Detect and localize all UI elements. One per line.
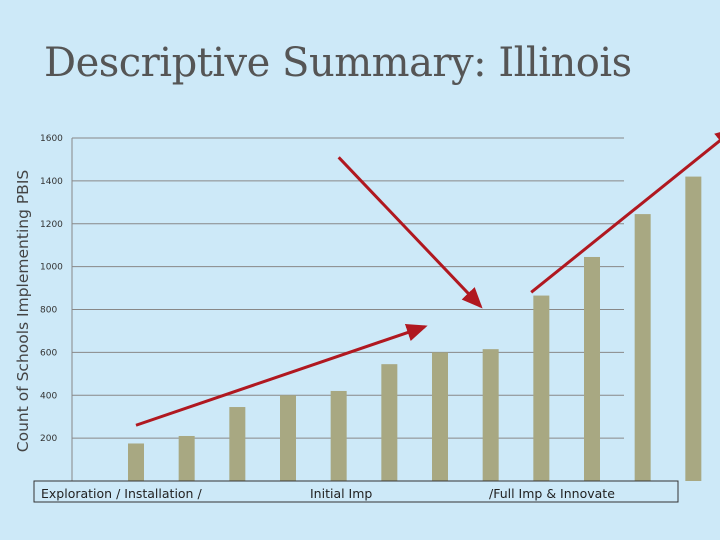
bar (482, 349, 499, 481)
phase-label-full: /Full Imp & Innovate (489, 486, 615, 501)
bar (432, 352, 448, 481)
arrows (135, 127, 720, 427)
bar (381, 364, 398, 481)
y-tick-label: 1000 (40, 263, 63, 273)
y-tick-label: 600 (40, 348, 57, 358)
bar (685, 176, 702, 481)
y-tick-label: 1200 (40, 220, 63, 230)
y-tick-labels: 200 400 600 800 1000 1200 1400 1600 (40, 134, 63, 444)
bar (280, 395, 296, 481)
phase-label-box (33, 480, 679, 503)
phase-label-exploration: Exploration / Installation / (41, 486, 202, 501)
phase-label-initial: Initial Imp (310, 486, 372, 501)
trend-arrow (135, 323, 428, 427)
slide-title: Descriptive Summary: Illinois (44, 40, 632, 86)
y-tick-label: 400 (40, 391, 57, 401)
bar (229, 407, 246, 481)
bar (584, 256, 600, 481)
bar (178, 435, 195, 481)
bar (330, 390, 347, 481)
y-tick-label: 200 (40, 434, 57, 444)
trend-arrow (337, 156, 483, 309)
bar (634, 214, 651, 481)
y-tick-label: 1400 (40, 177, 63, 187)
y-tick-label: 1600 (40, 134, 63, 144)
bars (128, 176, 702, 481)
y-tick-label: 800 (40, 306, 57, 316)
bar (533, 295, 550, 481)
y-axis-title: Count of Schools Implementing PBIS (14, 170, 32, 452)
trend-arrow (530, 127, 720, 294)
bar (128, 443, 144, 481)
